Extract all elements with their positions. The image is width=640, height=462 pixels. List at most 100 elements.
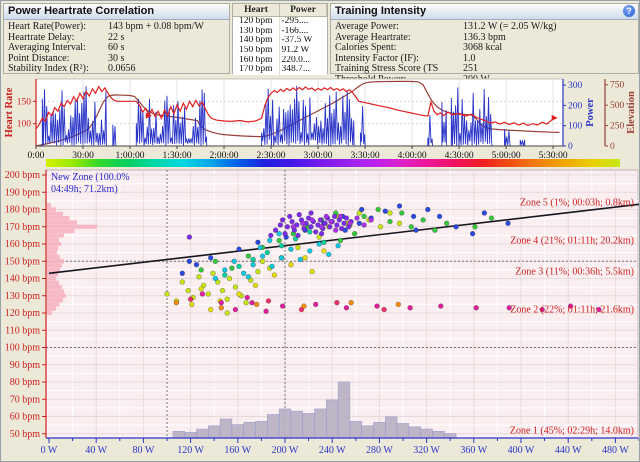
heart-rate-histogram bbox=[47, 203, 97, 316]
svg-text:04:49h; 71.2km): 04:49h; 71.2km) bbox=[51, 184, 118, 195]
svg-text:300: 300 bbox=[568, 81, 583, 91]
power-heartrate-scatter-chart[interactable]: 200 bpm 190 bpm 180 bpm 170 bpm 160 bpm 150 b… bbox=[1, 167, 640, 462]
svg-text:3:30:00: 3:30:00 bbox=[351, 151, 380, 159]
svg-text:100: 100 bbox=[17, 120, 32, 130]
svg-text:280 W: 280 W bbox=[366, 445, 393, 456]
svg-text:250: 250 bbox=[610, 122, 625, 132]
svg-text:100: 100 bbox=[568, 122, 583, 132]
svg-text:150: 150 bbox=[17, 97, 32, 107]
table-cell: 170 bpm bbox=[233, 65, 280, 76]
info-value: 0.0656 bbox=[108, 64, 136, 75]
svg-text:40 W: 40 W bbox=[85, 445, 107, 456]
info-row: Heartrate Delay: 22 s bbox=[8, 32, 226, 44]
zone-label: Zone 4 (21%; 01:11h; 20.2km) bbox=[510, 236, 634, 247]
svg-text:1:00:00: 1:00:00 bbox=[116, 151, 145, 159]
svg-text:60 bpm: 60 bpm bbox=[10, 412, 41, 423]
info-label: Average Power: bbox=[335, 21, 399, 32]
svg-text:170 bpm: 170 bpm bbox=[5, 222, 41, 233]
heart-rate-axis-label: Heart Rate bbox=[4, 87, 15, 137]
svg-text:50 bpm: 50 bpm bbox=[10, 429, 41, 440]
info-value: 30 s bbox=[108, 53, 125, 64]
zone-label: Zone 5 (1%; 00:03h; 0.8km) bbox=[520, 198, 634, 209]
svg-text:1:30:00: 1:30:00 bbox=[163, 151, 192, 159]
info-row: Averaging Interval: 60 s bbox=[8, 43, 226, 54]
table-cell: 120 bpm bbox=[233, 17, 280, 27]
table-row[interactable]: 120 bpm -295.... bbox=[233, 17, 327, 27]
heart-power-table-header[interactable]: Heart Power bbox=[233, 4, 327, 17]
svg-text:400 W: 400 W bbox=[508, 445, 535, 456]
correlation-panel-body: Heart Rate(Power): 143 bpm + 0.08 bpm/W He… bbox=[4, 20, 229, 75]
table-cell: -37.5 W bbox=[281, 36, 313, 46]
table-cell: 91.2 W bbox=[281, 46, 310, 56]
training-intensity-title-text: Training Intensity bbox=[335, 5, 427, 17]
svg-text:5:00:00: 5:00:00 bbox=[492, 151, 521, 159]
table-cell: 348.7... bbox=[281, 65, 311, 75]
zone-label: Zone 1 (45%; 02:29h; 14.0km) bbox=[510, 425, 634, 436]
scatter-gridlines bbox=[46, 170, 639, 438]
training-intensity-panel: Training Intensity ? Average Power: 131.2… bbox=[330, 3, 639, 85]
series-power bbox=[41, 85, 526, 147]
svg-text:320 W: 320 W bbox=[413, 445, 440, 456]
scatter-axes: 200 bpm 190 bpm 180 bpm 170 bpm 160 bpm 150 b… bbox=[5, 170, 639, 456]
svg-text:30:00: 30:00 bbox=[72, 151, 94, 159]
svg-text:500: 500 bbox=[610, 101, 625, 111]
power-axis-label: Power bbox=[585, 98, 596, 127]
regression-line bbox=[48, 203, 639, 275]
table-cell: 160 bpm bbox=[233, 55, 280, 66]
info-value: 136.3 bpm bbox=[463, 32, 506, 43]
svg-text:90 bpm: 90 bpm bbox=[10, 360, 41, 371]
table-cell: 150 bpm bbox=[233, 46, 280, 56]
svg-text:100 bpm: 100 bpm bbox=[5, 343, 41, 354]
svg-text:80 W: 80 W bbox=[133, 445, 155, 456]
selection-annotation: New Zone (100.0%04:49h; 71.2km) bbox=[51, 172, 130, 195]
info-row: Average Power: 131.2 W (= 2.05 W/kg) bbox=[335, 21, 635, 33]
svg-text:200 bpm: 200 bpm bbox=[5, 170, 41, 181]
info-value: 131.2 W (= 2.05 W/kg) bbox=[463, 22, 557, 32]
svg-text:440 W: 440 W bbox=[555, 445, 582, 456]
info-label: Heart Rate(Power): bbox=[8, 21, 87, 32]
scatter-points[interactable] bbox=[164, 203, 602, 316]
svg-text:160 bpm: 160 bpm bbox=[5, 239, 41, 250]
svg-text:110 bpm: 110 bpm bbox=[5, 325, 40, 336]
column-header-heart[interactable]: Heart bbox=[233, 4, 280, 16]
svg-text:200: 200 bbox=[568, 101, 583, 111]
power-heartrate-correlation-panel: Power Heartrate Correlation Heart Rate(P… bbox=[3, 3, 230, 74]
svg-text:190 bpm: 190 bpm bbox=[5, 187, 41, 198]
power-histogram bbox=[172, 381, 457, 439]
info-value: 60 s bbox=[108, 43, 125, 54]
svg-text:70 bpm: 70 bpm bbox=[10, 394, 41, 405]
svg-text:480 W: 480 W bbox=[602, 445, 629, 456]
svg-text:2:00:00: 2:00:00 bbox=[210, 151, 239, 159]
table-row[interactable]: 170 bpm 348.7... bbox=[233, 65, 327, 76]
time-gradient-legend bbox=[46, 159, 620, 167]
heart-power-table[interactable]: Heart Power 120 bpm -295.... 130 bpm -166..… bbox=[233, 4, 327, 76]
svg-text:80 bpm: 80 bpm bbox=[10, 377, 41, 388]
svg-text:0:00: 0:00 bbox=[28, 151, 45, 159]
info-label: Training Stress Score (TS bbox=[335, 63, 439, 75]
heart-power-table-body: 120 bpm -295.... 130 bpm -166.... 140 bpm -37… bbox=[233, 17, 327, 76]
svg-text:0: 0 bbox=[610, 142, 615, 152]
heart-power-table-panel: Heart Power 120 bpm -295.... 130 bpm -166..… bbox=[232, 3, 328, 76]
info-row: Average Heartrate: 136.3 bpm bbox=[335, 32, 635, 44]
table-cell: 130 bpm bbox=[233, 26, 280, 37]
info-value: 3068 kcal bbox=[463, 43, 503, 54]
info-label: Point Distance: bbox=[8, 52, 70, 64]
help-icon[interactable]: ? bbox=[623, 5, 635, 17]
svg-text:120 W: 120 W bbox=[177, 445, 204, 456]
table-row[interactable]: 130 bpm -166.... bbox=[233, 26, 327, 37]
elevation-axis-label: Elevation bbox=[626, 91, 637, 134]
table-cell: -295.... bbox=[281, 17, 309, 26]
table-row[interactable]: 140 bpm -37.5 W bbox=[233, 36, 327, 47]
svg-text:0 W: 0 W bbox=[41, 445, 58, 456]
column-header-power[interactable]: Power bbox=[280, 4, 327, 16]
table-row[interactable]: 150 bpm 91.2 W bbox=[233, 46, 327, 56]
series-heart-rate bbox=[35, 85, 558, 130]
svg-text:0: 0 bbox=[568, 142, 573, 152]
zone-label: Zone 2 (22%; 01:11h; 21.6km) bbox=[510, 305, 634, 316]
info-row: Calories Spent: 3068 kcal bbox=[335, 43, 635, 54]
table-row[interactable]: 160 bpm 220.0... bbox=[233, 55, 327, 66]
svg-text:140 bpm: 140 bpm bbox=[5, 274, 41, 285]
